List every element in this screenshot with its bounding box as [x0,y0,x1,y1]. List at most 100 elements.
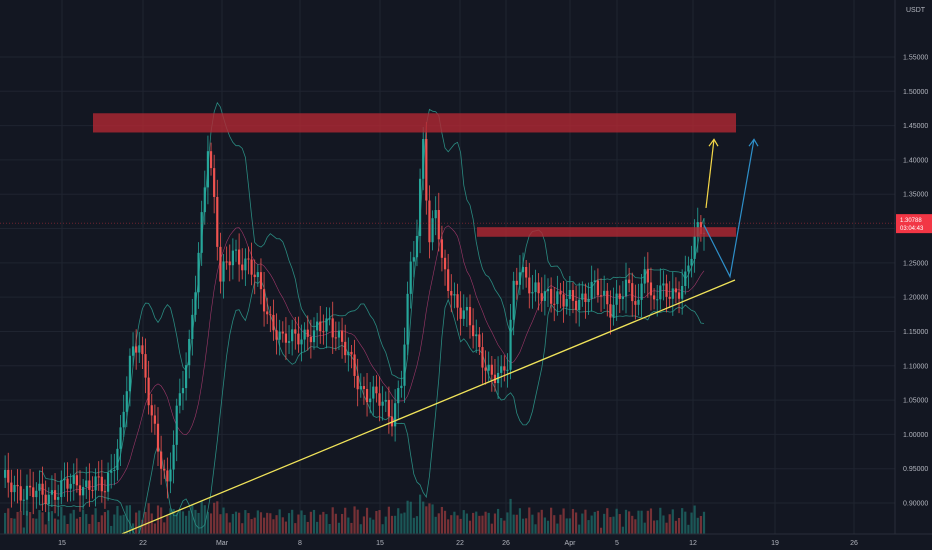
volume-bar [213,502,216,534]
candle-body [356,375,359,390]
candle-body [462,310,465,319]
price-tick-label: 1.05000 [903,398,928,405]
volume-bar [465,513,468,534]
volume-bar [250,519,253,534]
volume-bar [556,523,559,534]
volume-bar [222,507,225,534]
volume-bar [312,509,316,534]
volume-bar [531,514,534,534]
volume-bar [618,514,621,534]
volume-bars [4,494,706,534]
candle-body [440,239,444,258]
candle-body [78,485,82,496]
volume-bar [406,500,409,534]
volume-bar [553,515,556,534]
candle-body [394,403,397,427]
candle-body [609,304,612,318]
volume-bar [456,515,459,534]
volume-bar [141,519,144,534]
candle-body [447,269,450,292]
volume-bar [559,514,562,534]
blue-projection-path[interactable] [703,139,755,279]
volume-bar [287,513,291,534]
time-tick-label: 26 [850,540,858,547]
candle-body [141,345,144,355]
candle-body [10,482,13,493]
volume-bar [160,507,163,534]
volume-bar [47,512,50,534]
volume-bar [94,508,97,534]
candle-body [372,386,375,399]
candle-body [628,279,631,284]
volume-bar [344,507,347,534]
candle-body [540,293,543,301]
candle-body [403,344,406,386]
last-price-countdown: 03:04:43 [900,226,924,232]
volume-bar [13,518,16,534]
volume-bar [284,521,288,534]
candle-body [437,210,440,240]
volume-bar [418,494,422,534]
candle-body [4,469,7,478]
volume-bar [197,512,200,534]
candle-body [428,200,431,243]
candle-body [147,377,150,406]
volume-bar [603,513,606,534]
candle-body [275,330,278,340]
support-trendline[interactable] [121,279,736,535]
candle-body [397,388,400,404]
candle-body [191,314,194,339]
volume-bar [228,522,231,534]
time-axis-panel[interactable] [0,534,932,550]
resistance-zone[interactable] [93,113,736,133]
volume-bar [403,512,406,534]
candle-body [521,267,525,273]
volume-bar [490,523,493,534]
volume-bar [665,522,668,534]
volume-bar [400,513,403,534]
volume-bar [278,509,281,534]
volume-bar [35,518,38,534]
candle-body [312,330,316,343]
candle-body [32,487,35,498]
yellow-projection-arrow[interactable] [705,139,715,209]
volume-bar [4,512,7,534]
candle-body [624,279,628,297]
time-tick-label: 12 [689,540,697,547]
volume-bar [587,520,590,534]
price-tick-label: 0.95000 [903,466,928,473]
volume-bar [447,519,450,534]
resistance-zones[interactable] [0,113,895,237]
candle-body [450,291,453,296]
volume-bar [163,522,166,534]
candle-body [213,168,216,197]
candle-body [150,405,153,416]
candle-body [406,293,409,345]
volume-bar [88,523,91,534]
volume-bar [234,511,238,534]
resistance-zone[interactable] [477,227,736,237]
candle-body [618,293,621,299]
price-tick-label: 1.35000 [903,192,928,199]
candle-body [472,325,475,337]
volume-bar [188,510,191,534]
currency-label: USDT [906,7,926,14]
candle-body [418,178,422,236]
volume-bar [690,512,693,534]
volume-bar [209,513,213,534]
drawing-lines[interactable] [121,138,759,535]
candle-body [303,329,306,340]
candle-body [138,345,141,353]
candle-body [175,405,178,445]
candle-body [506,369,509,371]
candle-body [590,281,593,299]
volume-bar [702,511,706,534]
time-axis-ticks: 15 22 Mar 8 15 22 26 Apr 5 12 19 26 [58,540,858,547]
volume-bar [28,511,32,534]
volume-bar [78,516,82,534]
candle-body [181,388,185,394]
price-axis-panel[interactable] [895,0,932,534]
volume-bar [303,514,306,534]
